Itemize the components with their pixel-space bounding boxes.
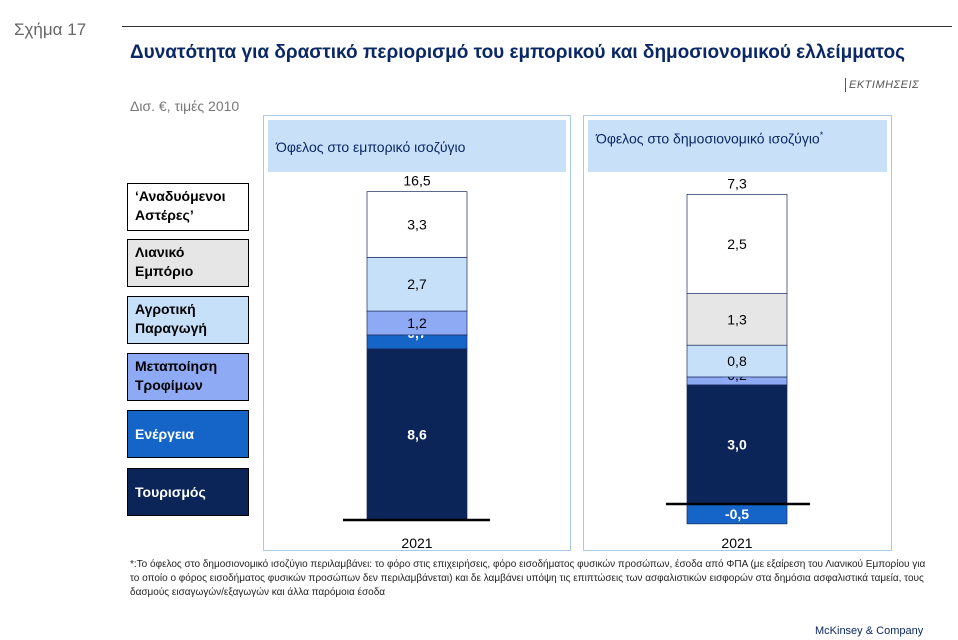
fiscal-balance-panel: Όφελος στο δημοσιονομικό ισοζύγιο* xyxy=(583,115,892,551)
bar-segment xyxy=(366,348,468,521)
estimates-tag: ΕΚΤΙΜΗΣΕΙΣ xyxy=(845,78,919,92)
data-label: 1,2 xyxy=(407,315,427,331)
top-divider xyxy=(122,26,952,27)
data-label: 0,8 xyxy=(727,353,747,369)
bar-segment xyxy=(686,293,788,346)
data-label: 2,7 xyxy=(407,276,427,292)
data-label: 8,6 xyxy=(407,426,427,442)
data-label: 3,0 xyxy=(727,436,747,452)
chart-title: Δυνατότητα για δραστικό περιορισμό του ε… xyxy=(130,42,905,63)
legend-label: Μεταποίηση Τροφίμων xyxy=(135,358,218,393)
brand-logo-text: McKinsey & Company xyxy=(815,625,924,637)
bar-segment xyxy=(686,344,788,378)
figure-label: Σχήμα 17 xyxy=(14,20,87,39)
footnote: *:Το όφελος στο δημοσιονομικό ισοζύγιο π… xyxy=(130,559,926,598)
legend-label: Αγροτική Παραγωγή xyxy=(135,301,207,336)
bar-segment xyxy=(686,384,788,505)
legend-item: Τουρισμός xyxy=(127,468,249,516)
bar-segment xyxy=(366,191,468,258)
data-label-bg xyxy=(723,504,751,522)
data-label: 1,3 xyxy=(727,311,747,327)
data-label: 3,3 xyxy=(407,216,427,232)
panel-title-fiscal-text: Όφελος στο δημοσιονομικό ισοζύγιο xyxy=(596,130,820,147)
legend-item: ‘Αναδυόμενοι Αστέρες’ xyxy=(127,183,249,231)
category-tick-label: 2021 xyxy=(401,535,432,551)
footnote-marker: * xyxy=(819,130,824,140)
chart-subtitle: Δισ. €, τιμές 2010 xyxy=(130,98,240,114)
panel-title-fiscal: Όφελος στο δημοσιονομικό ισοζύγιο* xyxy=(588,120,887,172)
data-label: -0,5 xyxy=(725,506,749,522)
legend-item: Μεταποίηση Τροφίμων xyxy=(127,353,249,401)
bar-segment xyxy=(366,256,468,312)
total-label: 7,3 xyxy=(727,175,747,191)
panel-title-trade: Όφελος στο εμπορικό ισοζύγιο xyxy=(268,120,566,172)
legend-label: ‘Αναδυόμενοι Αστέρες’ xyxy=(135,188,226,223)
bar-segment xyxy=(686,193,788,294)
legend-label: Ενέργεια xyxy=(135,426,195,442)
legend-item: Ενέργεια xyxy=(127,410,249,458)
legend-label: Τουρισμός xyxy=(135,484,206,500)
legend-item: Αγροτική Παραγωγή xyxy=(127,296,249,344)
legend-item: Λιανικό Εμπόριο xyxy=(127,239,249,287)
trade-balance-panel: Όφελος στο εμπορικό ισοζύγιο xyxy=(263,115,571,551)
data-label: 2,5 xyxy=(727,236,747,252)
legend-label: Λιανικό Εμπόριο xyxy=(135,244,194,279)
category-tick-label: 2021 xyxy=(721,535,752,551)
total-label: 16,5 xyxy=(403,173,430,189)
